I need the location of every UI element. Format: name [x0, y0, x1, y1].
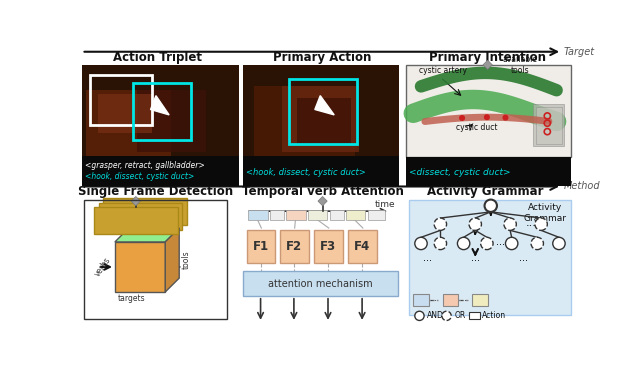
- Circle shape: [434, 237, 447, 250]
- Bar: [472, 294, 488, 306]
- Bar: [289, 79, 358, 144]
- Circle shape: [481, 237, 493, 250]
- Circle shape: [553, 237, 565, 250]
- Bar: [406, 157, 571, 186]
- Text: Action Triplet: Action Triplet: [113, 51, 202, 63]
- Polygon shape: [131, 196, 140, 206]
- Text: F1: F1: [253, 240, 269, 253]
- Bar: [413, 294, 429, 306]
- Polygon shape: [318, 196, 327, 206]
- Bar: [536, 107, 562, 144]
- Text: verbs: verbs: [93, 256, 113, 278]
- Text: time: time: [374, 200, 395, 209]
- Circle shape: [458, 237, 470, 250]
- Bar: [367, 210, 385, 219]
- Bar: [246, 230, 275, 263]
- Bar: [132, 83, 191, 140]
- Text: cystic artery: cystic artery: [419, 66, 467, 75]
- Text: Method: Method: [564, 182, 600, 192]
- Bar: [308, 210, 327, 219]
- Text: tools: tools: [182, 251, 191, 269]
- Circle shape: [535, 218, 547, 230]
- Bar: [286, 210, 305, 219]
- Polygon shape: [315, 96, 334, 115]
- Text: Single Frame Detection: Single Frame Detection: [78, 185, 234, 199]
- Circle shape: [415, 311, 424, 320]
- Bar: [469, 312, 480, 319]
- Text: <hook, dissect, cystic duct>: <hook, dissect, cystic duct>: [246, 168, 365, 177]
- Text: F4: F4: [354, 240, 370, 253]
- Bar: [314, 230, 343, 263]
- Text: Activity Grammar: Activity Grammar: [427, 185, 543, 199]
- Circle shape: [434, 218, 447, 230]
- Text: Action: Action: [481, 311, 506, 320]
- Bar: [90, 75, 152, 125]
- Bar: [99, 203, 182, 230]
- Text: Target: Target: [564, 47, 595, 57]
- Text: <dissect, cystic duct>: <dissect, cystic duct>: [410, 168, 511, 177]
- Text: Activity
Grammar: Activity Grammar: [524, 203, 566, 223]
- Bar: [280, 230, 308, 263]
- Text: F3: F3: [320, 240, 336, 253]
- Text: <hook, dissect, cystic duct>: <hook, dissect, cystic duct>: [85, 172, 195, 181]
- Bar: [243, 65, 399, 186]
- Bar: [248, 210, 268, 219]
- Text: F2: F2: [286, 240, 302, 253]
- Circle shape: [484, 115, 489, 120]
- Circle shape: [506, 237, 518, 250]
- Circle shape: [460, 116, 465, 120]
- Bar: [243, 271, 397, 296]
- Circle shape: [503, 115, 508, 120]
- Bar: [86, 90, 172, 160]
- Text: ...: ...: [519, 253, 528, 263]
- Text: Primary Action: Primary Action: [273, 51, 372, 63]
- Bar: [98, 94, 152, 132]
- Text: Primary Intention: Primary Intention: [429, 51, 546, 63]
- Text: ...: ...: [525, 218, 536, 228]
- Bar: [103, 198, 187, 225]
- Circle shape: [504, 218, 516, 230]
- Bar: [243, 156, 399, 186]
- Bar: [94, 207, 178, 234]
- Text: available
tools: available tools: [502, 55, 538, 75]
- Bar: [348, 230, 377, 263]
- Text: <grasper, retract, gallbladder>: <grasper, retract, gallbladder>: [85, 161, 205, 170]
- Circle shape: [469, 218, 481, 230]
- Bar: [443, 294, 458, 306]
- Bar: [533, 104, 564, 146]
- Text: ...: ...: [471, 253, 480, 263]
- Bar: [297, 98, 351, 144]
- Circle shape: [531, 237, 543, 250]
- Bar: [346, 210, 365, 219]
- Bar: [136, 90, 206, 152]
- Circle shape: [484, 200, 497, 212]
- Text: cystic duct: cystic duct: [456, 123, 497, 132]
- Bar: [406, 65, 571, 157]
- Bar: [84, 200, 227, 319]
- Bar: [270, 210, 284, 219]
- Polygon shape: [483, 60, 492, 69]
- Polygon shape: [115, 228, 179, 242]
- Text: ...: ...: [495, 237, 504, 247]
- Bar: [254, 86, 355, 163]
- Text: AND: AND: [428, 311, 444, 320]
- Circle shape: [415, 237, 428, 250]
- Bar: [282, 86, 359, 152]
- Text: ...: ...: [422, 253, 432, 263]
- Bar: [410, 200, 571, 315]
- Circle shape: [442, 311, 451, 320]
- Text: Temporal verb Attention: Temporal verb Attention: [242, 185, 403, 199]
- Bar: [330, 210, 344, 219]
- Bar: [83, 65, 239, 186]
- Text: ...: ...: [429, 294, 437, 303]
- Text: ...: ...: [459, 294, 467, 303]
- Polygon shape: [165, 228, 179, 292]
- Polygon shape: [115, 242, 165, 292]
- Text: OR: OR: [454, 311, 465, 320]
- Polygon shape: [150, 96, 169, 115]
- Bar: [83, 156, 239, 186]
- Text: attention mechanism: attention mechanism: [268, 279, 372, 288]
- Text: targets: targets: [118, 294, 145, 302]
